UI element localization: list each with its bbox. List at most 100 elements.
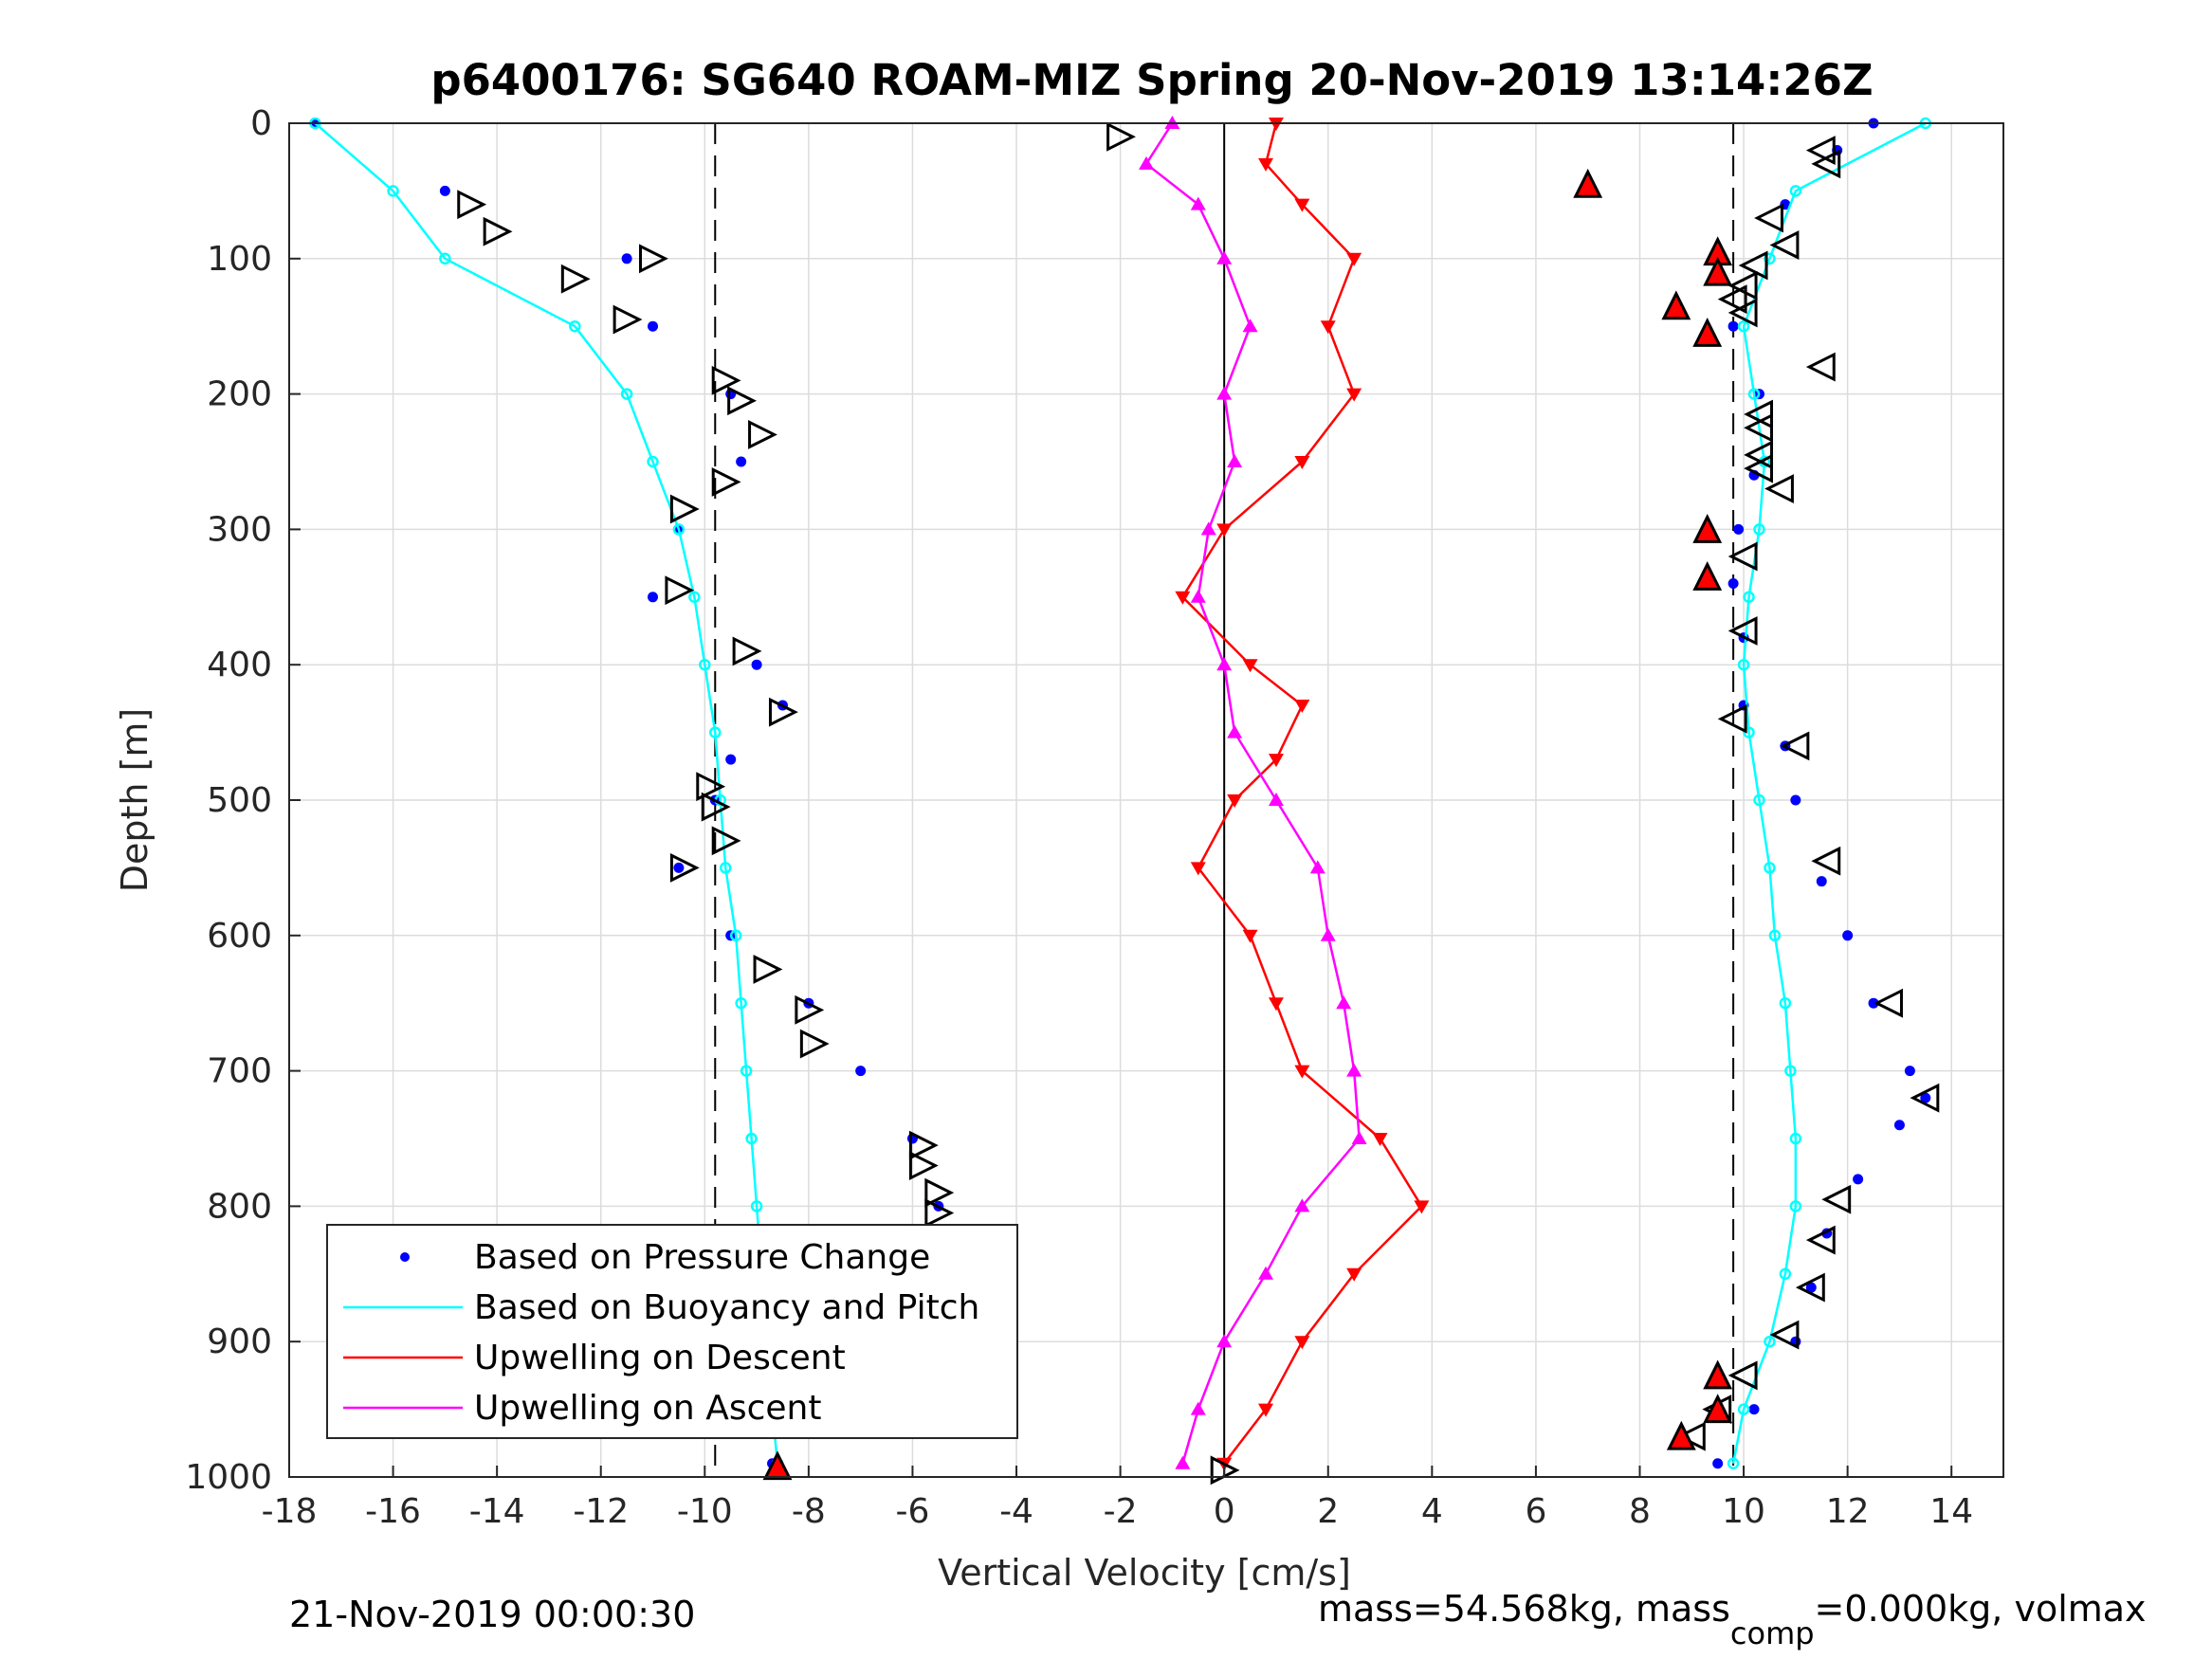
footer-mass-info: mass=54.568kg, masscomp=0.000kg, volmax (1318, 1588, 2147, 1651)
turn-marker-descent (457, 190, 487, 220)
point-pressure-change (1868, 997, 1879, 1009)
point-upwelling-ascent (1200, 521, 1216, 536)
x-tick-label: 10 (1722, 1492, 1765, 1531)
point-pressure-change (736, 456, 747, 467)
point-upwelling-descent (1372, 1133, 1388, 1146)
x-tick-label: -16 (365, 1492, 421, 1531)
turn-marker-descent (1106, 121, 1136, 152)
point-buoyancy-pitch (1779, 1267, 1792, 1281)
turn-marker-descent (924, 1177, 955, 1208)
turn-marker-descent (711, 365, 741, 395)
turn-marker-descent (908, 1151, 939, 1180)
point-buoyancy-pitch (1737, 319, 1750, 333)
x-tick-label: -8 (792, 1492, 826, 1531)
point-upwelling-descent (1346, 252, 1362, 266)
x-axis-label: Vertical Velocity [cm/s] (938, 1552, 1351, 1594)
turn-marker-descent (639, 244, 668, 274)
point-upwelling-descent (1294, 456, 1310, 469)
point-pressure-change (648, 320, 659, 332)
turn-marker-ascent (1728, 1360, 1758, 1391)
point-upwelling-ascent (1227, 454, 1243, 467)
point-buoyancy-pitch (745, 1132, 758, 1145)
x-tick-label: -2 (1104, 1492, 1138, 1531)
point-pressure-change (751, 659, 762, 670)
point-upwelling-descent (1268, 997, 1284, 1012)
y-tick-label: 800 (207, 1187, 272, 1226)
x-tick-label: 14 (1929, 1492, 1973, 1531)
flag-marker-red (1666, 1420, 1696, 1450)
point-pressure-change (439, 185, 450, 196)
point-upwelling-ascent (1309, 860, 1325, 874)
point-pressure-change (1853, 1174, 1864, 1185)
x-tick-label: -4 (999, 1492, 1033, 1531)
point-upwelling-descent (1258, 157, 1274, 172)
point-buoyancy-pitch (699, 658, 711, 671)
x-tick-label: -12 (573, 1492, 629, 1531)
point-upwelling-ascent (1320, 927, 1336, 941)
point-buoyancy-pitch (1753, 793, 1765, 807)
turn-marker-ascent (1717, 284, 1747, 315)
point-upwelling-ascent (1190, 1401, 1206, 1415)
footer-mass-suffix: =0.000kg, volmax (1815, 1588, 2147, 1630)
point-buoyancy-pitch (735, 996, 747, 1010)
legend-label: Upwelling on Descent (474, 1339, 846, 1377)
turn-marker-ascent (1805, 352, 1836, 382)
point-upwelling-descent (1190, 862, 1206, 876)
legend-label: Based on Pressure Change (474, 1238, 930, 1277)
y-axis-label: Depth [m] (114, 708, 155, 893)
y-tick-label: 1000 (185, 1458, 272, 1497)
point-upwelling-descent (1227, 794, 1243, 808)
turn-marker-ascent (1728, 298, 1758, 328)
point-upwelling-descent (1294, 700, 1310, 714)
point-upwelling-descent (1242, 659, 1258, 673)
point-upwelling-ascent (1190, 589, 1206, 603)
point-buoyancy-pitch (1753, 523, 1765, 536)
point-buoyancy-pitch (1743, 591, 1755, 604)
x-tick-label: 0 (1214, 1492, 1235, 1531)
turn-marker-descent (727, 386, 758, 416)
point-buoyancy-pitch (719, 862, 732, 874)
point-upwelling-descent (1346, 1267, 1362, 1282)
series-line-buoyancy-pitch (1731, 121, 1927, 1464)
point-buoyancy-pitch (569, 319, 581, 333)
point-pressure-change (725, 754, 737, 765)
legend-items: Based on Pressure Change Based on Buoyanc… (343, 1238, 979, 1428)
point-buoyancy-pitch (1789, 1200, 1802, 1212)
y-tick-label: 0 (250, 104, 272, 143)
turn-marker-descent (669, 852, 700, 883)
turn-marker-descent (560, 264, 591, 294)
turn-marker-ascent (1728, 541, 1758, 572)
turn-marker-ascent (1805, 1225, 1836, 1255)
turn-marker-descent (732, 636, 762, 666)
turn-marker-ascent (1717, 703, 1747, 734)
turn-marker-ascent (1728, 270, 1758, 301)
point-buoyancy-pitch (1789, 185, 1802, 197)
flag-marker-red (762, 1450, 793, 1481)
x-tick-label: -6 (896, 1492, 930, 1531)
point-upwelling-ascent (1351, 1131, 1367, 1144)
point-pressure-change (1728, 320, 1739, 332)
turn-marker-ascent (1754, 203, 1783, 233)
y-tick-label: 600 (207, 917, 272, 956)
y-tick-label: 300 (207, 510, 272, 549)
point-buoyancy-pitch (1737, 658, 1750, 671)
point-buoyancy-pitch (1747, 388, 1761, 400)
y-tick-label: 500 (207, 781, 272, 820)
point-upwelling-ascent (1336, 995, 1352, 1010)
point-buoyancy-pitch (688, 591, 701, 604)
point-pressure-change (855, 1066, 867, 1077)
flag-marker-red (1692, 514, 1723, 543)
point-pressure-change (1805, 1282, 1817, 1293)
point-buoyancy-pitch (740, 1065, 753, 1077)
turn-marker-descent (908, 1130, 939, 1160)
turn-marker-ascent (1780, 731, 1810, 761)
point-buoyancy-pitch (1743, 726, 1755, 738)
x-tick-label: 12 (1826, 1492, 1870, 1531)
flag-marker-red (1703, 1359, 1733, 1390)
point-pressure-change (1893, 1120, 1905, 1131)
point-upwelling-ascent (1294, 1198, 1310, 1212)
chart-title: p6400176: SG640 ROAM-MIZ Spring 20-Nov-2… (430, 55, 1873, 105)
turn-marker-descent (753, 955, 783, 984)
turn-marker-descent (795, 994, 825, 1025)
point-buoyancy-pitch (750, 1200, 763, 1212)
